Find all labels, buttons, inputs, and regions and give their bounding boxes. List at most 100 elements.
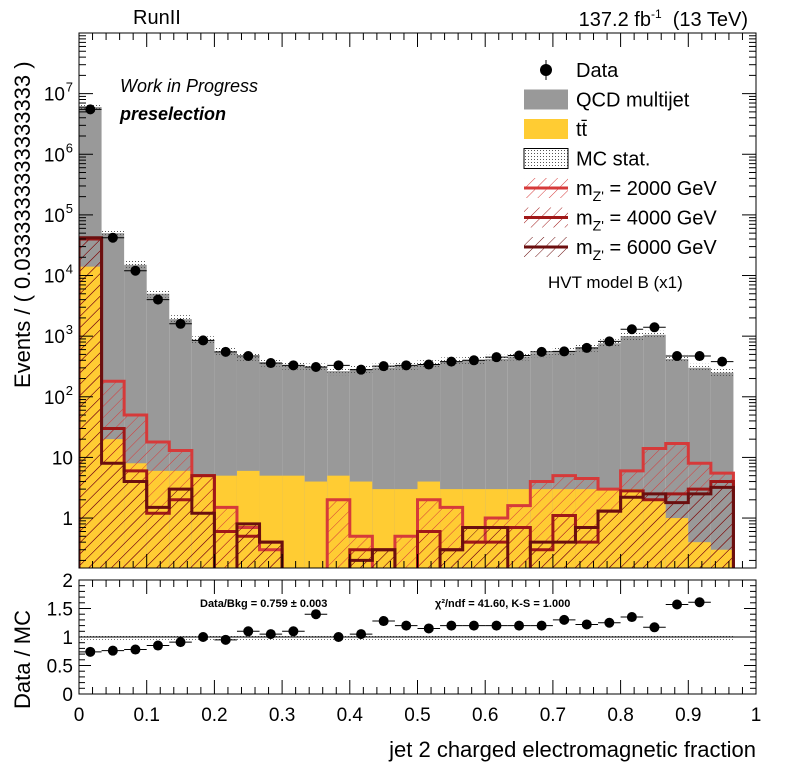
- mc-stat-band: [146, 289, 170, 298]
- data-point: [581, 342, 592, 353]
- y-tick-exp: 5: [66, 201, 73, 216]
- ratio-y-tick-label: 1.5: [47, 600, 73, 621]
- mc-stat-band: [688, 363, 711, 372]
- legend-label: QCD multijet: [576, 90, 690, 112]
- ratio-layer: [79, 597, 756, 657]
- x-tick-label: 0.4: [337, 705, 364, 726]
- x-tick-label: 0.6: [472, 705, 498, 726]
- model-label: HVT model B (x1): [548, 273, 683, 292]
- x-ticks-main: [78, 33, 757, 568]
- ratio-y-tick-label: 0: [62, 685, 73, 706]
- data-point: [649, 322, 660, 333]
- legend-stat-swatch: [523, 148, 569, 169]
- ratio-point: [310, 609, 321, 620]
- x-axis-ratio: 0 0.1 0.2 0.3 0.4 0.5 0.6 0.7 0.8 0.9 1: [74, 580, 761, 726]
- data-point: [130, 265, 141, 276]
- ratio-point: [85, 646, 96, 657]
- data-point: [694, 351, 705, 362]
- lumi-energy: (13 TeV): [673, 9, 748, 31]
- y-tick-exp: 2: [66, 383, 73, 398]
- x-axis-title: jet 2 charged electromagnetic fraction: [388, 737, 756, 762]
- data-point: [85, 104, 96, 115]
- ratio-point: [672, 599, 683, 610]
- y-tick-label: 10: [52, 448, 73, 469]
- data-point: [175, 318, 186, 329]
- data-point: [198, 335, 209, 346]
- data-point: [401, 360, 412, 371]
- data-point: [672, 351, 683, 362]
- ratio-y-tick-label: 1: [62, 628, 73, 649]
- x-tick-label: 0.8: [607, 705, 633, 726]
- data-point: [559, 346, 570, 357]
- data-point: [626, 324, 637, 335]
- y-tick-exp: 3: [66, 322, 73, 337]
- x-tick-label: 0.9: [675, 705, 701, 726]
- x-tick-label: 0.2: [201, 705, 227, 726]
- region-label: preselection: [119, 104, 226, 124]
- ratio-stat-label: Data/Bkg = 0.759 ± 0.003: [200, 598, 327, 610]
- ratio-point: [107, 645, 118, 656]
- ratio-y-tick-label: 0.5: [47, 657, 73, 678]
- mc-stat-band: [710, 368, 734, 377]
- top-left-label: RunII: [133, 7, 181, 29]
- y-tick-label: 10: [44, 85, 65, 106]
- data-layer: [79, 104, 734, 375]
- lumi-value: 137.2 fb: [579, 9, 651, 31]
- legend-label: Data: [576, 60, 619, 82]
- data-point: [265, 358, 276, 369]
- legend-label: MC stat.: [576, 149, 650, 171]
- data-point: [536, 346, 547, 357]
- x-tick-label: 0: [74, 705, 85, 726]
- legend-label: mZ' = 4000 GeV: [576, 208, 717, 234]
- ratio-point: [626, 612, 637, 623]
- sig3-hatch: [79, 237, 756, 568]
- ratio-y-tick-label: 2: [62, 571, 73, 592]
- ratio-point: [130, 644, 141, 655]
- ratio-point: [401, 620, 412, 631]
- ratio-point: [288, 626, 299, 637]
- sig1-line: [79, 237, 756, 568]
- data-point: [333, 360, 344, 371]
- y-axis-ratio: 0 0.5 1 1.5 2: [47, 571, 756, 706]
- y-tick-exp: 7: [66, 80, 73, 95]
- data-point: [378, 361, 389, 372]
- ratio-point: [468, 620, 479, 631]
- mc-stat-band: [620, 332, 644, 341]
- ratio-point: [491, 620, 502, 631]
- data-point: [604, 336, 615, 347]
- ratio-point: [243, 626, 254, 637]
- y-tick-label: 10: [44, 388, 65, 409]
- x-tick-label: 0.5: [404, 705, 430, 726]
- x-tick-label: 0.1: [133, 705, 159, 726]
- mc-stat-band: [643, 330, 666, 339]
- ratio-chi-label: χ²/ndf = 41.60, K-S = 1.000: [435, 598, 570, 610]
- ratio-point: [581, 619, 592, 630]
- lumi-exp: -1: [651, 7, 662, 21]
- legend-label: mZ' = 6000 GeV: [576, 237, 717, 263]
- ratio-point: [446, 620, 457, 631]
- data-point: [288, 360, 299, 371]
- data-point: [220, 346, 231, 357]
- ratio-point: [423, 623, 434, 634]
- legend-label: tt̄: [576, 119, 588, 141]
- y-tick-label: 10: [44, 327, 65, 348]
- data-point: [717, 356, 728, 367]
- data-point: [491, 352, 502, 363]
- ratio-y-title: Data / MC: [10, 610, 35, 709]
- data-point: [243, 351, 254, 362]
- legend-label: mZ' = 2000 GeV: [576, 178, 717, 204]
- data-point: [468, 355, 479, 366]
- ratio-point: [604, 617, 615, 628]
- legend-swatch: [524, 89, 568, 110]
- ratio-point: [220, 634, 231, 645]
- legend-swatch: [524, 119, 568, 139]
- y-tick-exp: 4: [66, 262, 73, 277]
- ttbar-bar: [304, 481, 328, 568]
- work-in-progress: Work in Progress: [120, 76, 258, 96]
- x-tick-label: 0.7: [540, 705, 566, 726]
- y-axis-title: Events / ( 0.0333333333333333 ): [10, 61, 35, 388]
- ratio-plot: 0 0.5 1 1.5 2 0 0.1 0.2 0.3 0.4 0.5 0.6 0.7 0.8 0.9 1: [47, 571, 762, 726]
- y-tick-label: 1: [62, 509, 73, 530]
